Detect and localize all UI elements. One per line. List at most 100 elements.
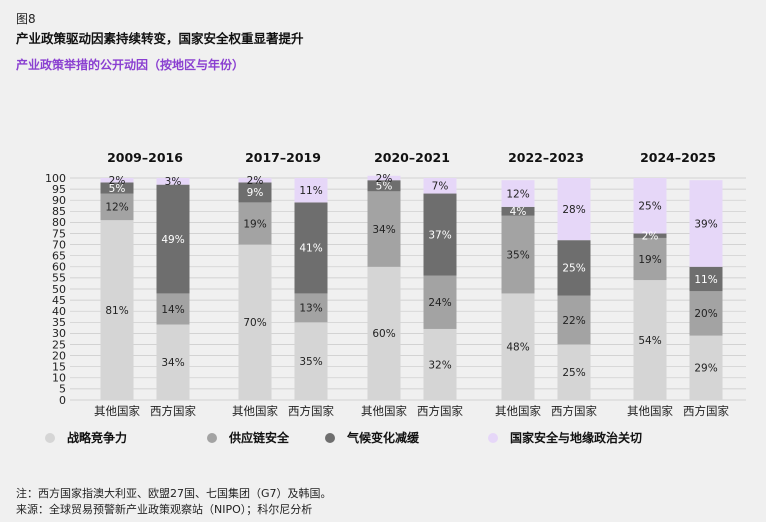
data-label-security: 2% — [376, 173, 393, 185]
legend-label-climate: 气候变化减缓 — [346, 430, 420, 445]
period-header: 2009–2016 — [107, 150, 183, 165]
data-label-climate: 5% — [376, 181, 393, 193]
data-label-supply: 12% — [105, 202, 128, 214]
bar-segment-climate — [423, 193, 457, 276]
data-label-supply: 14% — [161, 304, 184, 316]
data-label-security: 39% — [694, 218, 717, 230]
data-label-climate: 2% — [642, 231, 659, 243]
bar-segment-supply — [100, 193, 134, 221]
y-tick-label: 0 — [59, 394, 66, 407]
y-tick-label: 5 — [59, 383, 66, 396]
data-label-supply: 19% — [243, 218, 266, 230]
data-label-security: 28% — [562, 204, 585, 216]
bar-segment-security — [423, 178, 457, 194]
data-label-climate: 37% — [428, 229, 451, 241]
y-tick-label: 75 — [52, 227, 66, 240]
bar-segment-strategic — [294, 322, 328, 400]
data-label-security: 7% — [432, 181, 449, 193]
bar-segment-strategic — [238, 244, 272, 400]
bar-segment-supply — [238, 202, 272, 245]
y-tick-label: 70 — [52, 238, 66, 251]
data-label-supply: 19% — [638, 254, 661, 266]
data-label-security: 25% — [638, 201, 661, 213]
bar-segment-climate — [689, 266, 723, 292]
y-tick-label: 85 — [52, 205, 66, 218]
data-label-security: 11% — [299, 185, 322, 197]
bar-segment-climate — [100, 182, 134, 194]
y-tick-label: 40 — [52, 305, 66, 318]
data-label-strategic: 54% — [638, 335, 661, 347]
y-tick-label: 30 — [52, 327, 66, 340]
bar-segment-climate — [294, 202, 328, 294]
data-label-supply: 35% — [506, 249, 529, 261]
data-label-supply: 13% — [299, 303, 322, 315]
bar-segment-security — [689, 180, 723, 267]
data-label-strategic: 81% — [105, 305, 128, 317]
bar-segment-climate — [501, 206, 535, 216]
bar-segment-strategic — [501, 293, 535, 400]
bar-segment-strategic — [633, 280, 667, 400]
y-tick-label: 55 — [52, 272, 66, 285]
bar-segment-security — [100, 178, 134, 183]
x-category-label: 西方国家 — [417, 404, 463, 418]
bar-segment-supply — [689, 291, 723, 336]
footnote: 注：西方国家指澳大利亚、欧盟27国、七国集团（G7）及韩国。 — [16, 487, 332, 500]
bar-segment-supply — [501, 215, 535, 294]
x-category-label: 西方国家 — [150, 404, 196, 418]
y-tick-label: 15 — [52, 361, 66, 374]
bar-segment-supply — [156, 293, 190, 325]
x-category-label: 其他国家 — [361, 404, 407, 418]
bar-segment-strategic — [423, 328, 457, 400]
period-header: 2022–2023 — [508, 150, 584, 165]
y-tick-label: 35 — [52, 316, 66, 329]
bar-segment-climate — [156, 184, 190, 294]
bar-segment-security — [238, 178, 272, 183]
stacked-bar-chart: 0510152025303540455055606570758085909510… — [45, 150, 746, 445]
y-tick-label: 90 — [52, 194, 66, 207]
y-tick-label: 80 — [52, 216, 66, 229]
data-label-supply: 24% — [428, 297, 451, 309]
figure-subtitle: 产业政策举措的公开动因（按地区与年份） — [16, 58, 245, 72]
period-header: 2020–2021 — [374, 150, 450, 165]
data-label-climate: 41% — [299, 243, 322, 255]
bar-segment-strategic — [557, 344, 591, 400]
bar-segment-security — [156, 178, 190, 185]
bar-segment-supply — [294, 293, 328, 323]
data-label-climate: 4% — [510, 206, 527, 218]
figure-number: 图8 — [16, 12, 36, 26]
data-label-security: 3% — [165, 176, 182, 188]
x-category-label: 西方国家 — [683, 404, 729, 418]
bar-segment-supply — [633, 237, 667, 281]
source-note: 来源：全球贸易预警新产业政策观察站（NIPO）；科尔尼分析 — [16, 503, 313, 516]
x-category-label: 其他国家 — [627, 404, 673, 418]
figure-title: 产业政策驱动因素持续转变，国家安全权重显著提升 — [16, 31, 304, 46]
bar-segment-security — [294, 178, 328, 203]
y-tick-label: 20 — [52, 349, 66, 362]
bar-segment-climate — [557, 240, 591, 296]
legend-label-security: 国家安全与地缘政治关切 — [510, 430, 642, 445]
data-label-climate: 25% — [562, 263, 585, 275]
bar-segment-climate — [238, 182, 272, 203]
bar-segment-climate — [367, 180, 401, 192]
data-label-climate: 5% — [109, 183, 126, 195]
data-label-strategic: 35% — [299, 356, 322, 368]
bar-segment-security — [367, 175, 401, 181]
y-tick-label: 45 — [52, 294, 66, 307]
bar-segment-strategic — [156, 324, 190, 400]
x-category-label: 西方国家 — [288, 404, 334, 418]
data-label-strategic: 25% — [562, 367, 585, 379]
y-tick-label: 65 — [52, 250, 66, 263]
bar-segment-security — [501, 180, 535, 207]
bar-segment-security — [557, 178, 591, 241]
legend-label-strategic: 战略竞争力 — [67, 430, 127, 445]
data-label-strategic: 60% — [372, 328, 395, 340]
data-label-supply: 34% — [372, 224, 395, 236]
data-label-climate: 9% — [247, 187, 264, 199]
y-tick-label: 95 — [52, 183, 66, 196]
data-label-supply: 22% — [562, 315, 585, 327]
y-tick-label: 25 — [52, 338, 66, 351]
data-label-security: 12% — [506, 188, 529, 200]
legend-marker-security — [488, 433, 498, 443]
legend-marker-supply — [207, 433, 217, 443]
data-label-strategic: 34% — [161, 357, 184, 369]
